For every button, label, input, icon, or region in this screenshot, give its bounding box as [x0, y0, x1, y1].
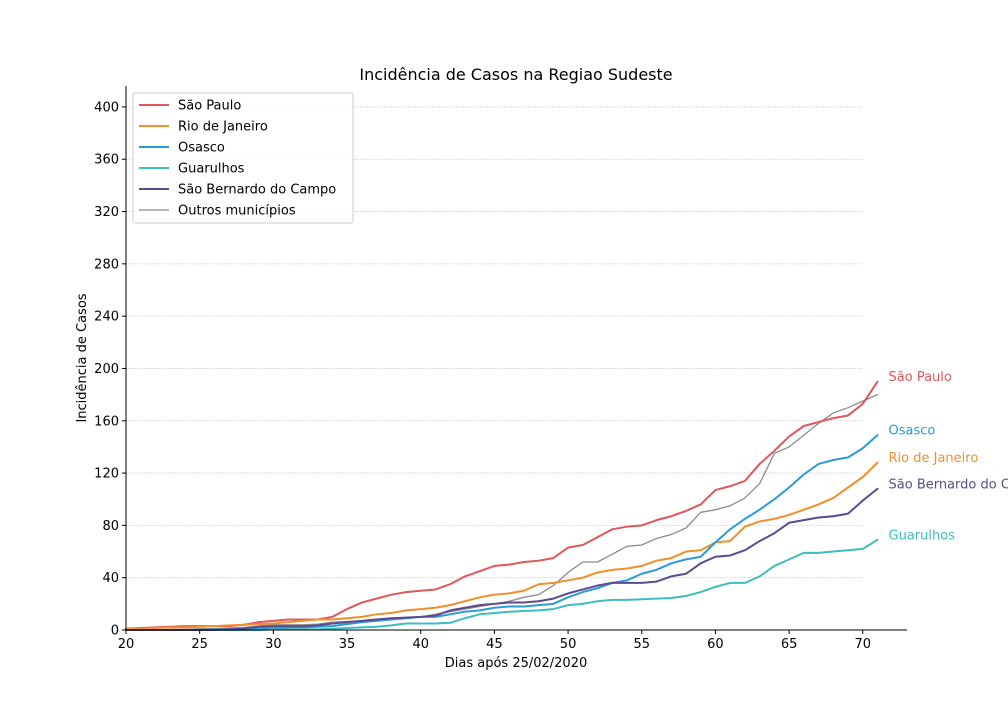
end-label: Rio de Janeiro — [889, 451, 979, 466]
series-line-1 — [125, 461, 879, 630]
x-tick-label: 45 — [486, 637, 503, 652]
legend-label: Guarulhos — [178, 162, 245, 177]
y-axis-title: Incidência de Casos — [75, 293, 90, 422]
legend-label: São Paulo — [178, 99, 241, 114]
y-tick-label: 400 — [94, 100, 119, 115]
legend-label: Rio de Janeiro — [178, 120, 268, 135]
x-tick-label: 50 — [560, 637, 577, 652]
x-tick-label: 70 — [855, 637, 872, 652]
series-line-4 — [125, 487, 879, 631]
gridlines — [126, 106, 862, 579]
axes — [125, 86, 907, 631]
y-tick-label: 160 — [94, 414, 119, 429]
x-tick-label: 65 — [781, 637, 798, 652]
y-tick-label: 0 — [111, 624, 119, 639]
y-tick-label: 120 — [94, 467, 119, 482]
end-label: Osasco — [889, 424, 936, 439]
y-tick-label: 280 — [94, 257, 119, 272]
y-tick-label: 40 — [102, 571, 119, 586]
end-label: São Bernardo do Campo — [889, 477, 1008, 492]
x-tick-label: 25 — [191, 637, 208, 652]
y-ticks: 0 40 80 120 160 200 240 280 320 360 400 — [94, 100, 126, 639]
x-tick-label: 35 — [339, 637, 356, 652]
x-ticks: 20 25 30 35 40 45 50 55 60 65 70 — [118, 630, 871, 652]
y-tick-label: 80 — [102, 519, 119, 534]
y-tick-label: 200 — [94, 362, 119, 377]
x-tick-label: 55 — [633, 637, 650, 652]
series-lines — [125, 380, 879, 631]
y-tick-label: 320 — [94, 205, 119, 220]
y-tick-label: 240 — [94, 310, 119, 325]
y-tick-label: 360 — [94, 153, 119, 168]
series-line-3 — [125, 538, 879, 631]
x-tick-label: 20 — [118, 637, 135, 652]
x-axis-title: Dias após 25/02/2020 — [445, 656, 588, 671]
legend-label: São Bernardo do Campo — [178, 183, 336, 198]
x-tick-label: 40 — [412, 637, 429, 652]
end-label: São Paulo — [889, 370, 952, 385]
x-tick-label: 60 — [707, 637, 724, 652]
series-line-2 — [125, 434, 879, 631]
x-tick-label: 30 — [265, 637, 282, 652]
legend-label: Outros municípios — [178, 204, 296, 219]
legend: São Paulo Rio de Janeiro Osasco Guarulhos Sã… — [132, 92, 354, 224]
chart-title: Incidência de Casos na Regiao Sudeste — [359, 65, 672, 84]
end-label: Guarulhos — [889, 528, 956, 543]
legend-label: Osasco — [178, 141, 225, 156]
end-labels: São Paulo Rio de Janeiro Osasco Guarulhos Sã… — [889, 370, 1008, 543]
legend-box — [132, 92, 354, 224]
